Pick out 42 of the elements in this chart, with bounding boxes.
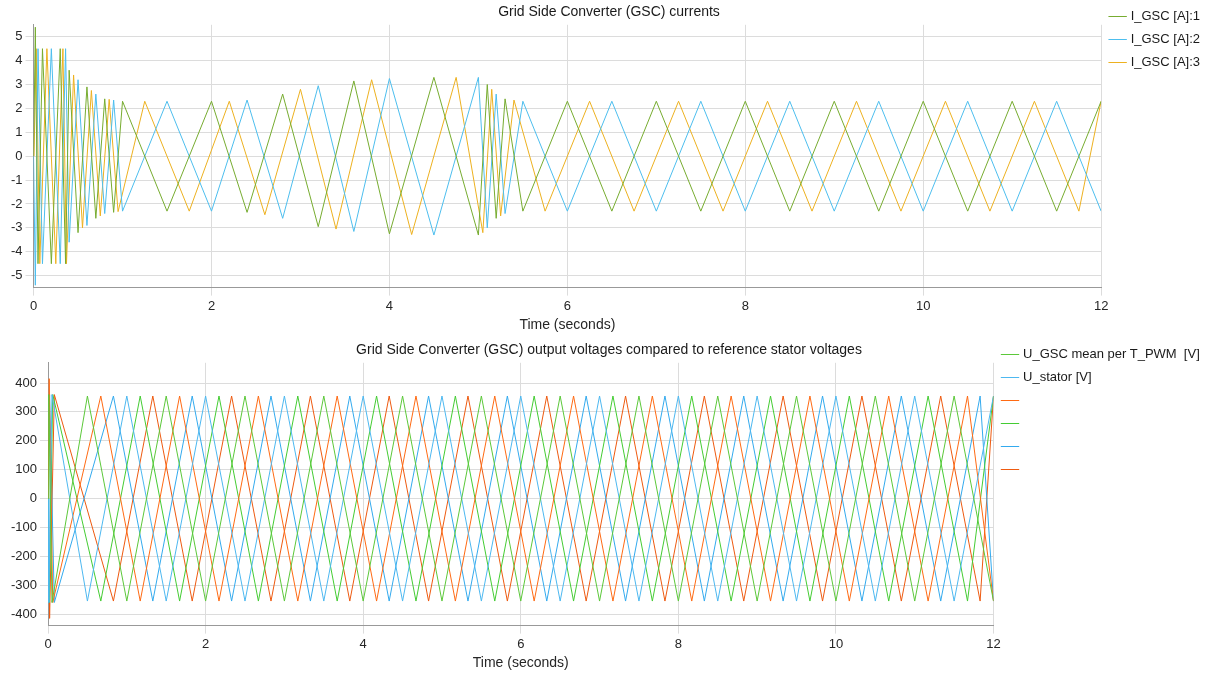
y-tick-label: -100 — [10, 518, 38, 534]
chart-title: Grid Side Converter (GSC) output voltages compared to reference stator voltages — [356, 341, 862, 358]
chart-title: Grid Side Converter (GSC) currents — [498, 3, 720, 20]
y-tick-label: 1 — [15, 123, 23, 139]
legend-label: I_GSC [A]:3 — [1130, 54, 1201, 70]
x-tick-label: 4 — [385, 297, 394, 313]
x-tick-label: 8 — [674, 635, 682, 651]
y-tick-label: 200 — [15, 432, 38, 448]
x-axis-title: Time (seconds) — [472, 654, 569, 671]
y-tick-label: -4 — [11, 243, 23, 259]
x-tick-label: 2 — [201, 635, 210, 651]
legend-label: U_GSC mean per T_PWM [V] — [1023, 346, 1200, 362]
legend-label: I_GSC [A]:1 — [1130, 8, 1201, 24]
x-tick-label: 4 — [359, 635, 367, 651]
x-axis-title: Time (seconds) — [519, 316, 616, 333]
y-tick-label: 2 — [15, 100, 23, 115]
y-tick-label: 0 — [15, 147, 23, 163]
y-tick-label: -400 — [10, 605, 38, 621]
x-tick-label: 10 — [828, 635, 844, 651]
y-tick-label: 300 — [15, 403, 38, 419]
legend-label: I_GSC [A]:2 — [1130, 31, 1201, 47]
y-tick-label: 0 — [29, 490, 38, 506]
y-tick-label: -3 — [11, 219, 23, 235]
x-tick-label: 6 — [517, 635, 525, 651]
y-tick-label: 5 — [15, 28, 23, 44]
legend-label: U_stator [V] — [1023, 369, 1092, 385]
x-tick-label: 10 — [915, 297, 931, 313]
y-tick-label: -1 — [11, 171, 23, 187]
y-tick-label: -300 — [10, 576, 38, 592]
x-tick-label: 0 — [44, 635, 52, 651]
x-tick-label: 8 — [741, 297, 749, 313]
y-tick-label: 4 — [15, 52, 23, 68]
y-tick-label: 3 — [15, 76, 23, 92]
y-tick-label: -2 — [11, 195, 23, 211]
y-tick-label: -5 — [11, 267, 23, 283]
x-tick-label: 12 — [986, 635, 1001, 651]
y-tick-label: 400 — [15, 374, 38, 390]
y-tick-label: 100 — [15, 461, 38, 477]
x-tick-label: 12 — [1093, 297, 1109, 313]
x-tick-label: 6 — [563, 297, 571, 313]
y-tick-label: -200 — [10, 547, 38, 563]
x-tick-label: 2 — [207, 297, 216, 313]
